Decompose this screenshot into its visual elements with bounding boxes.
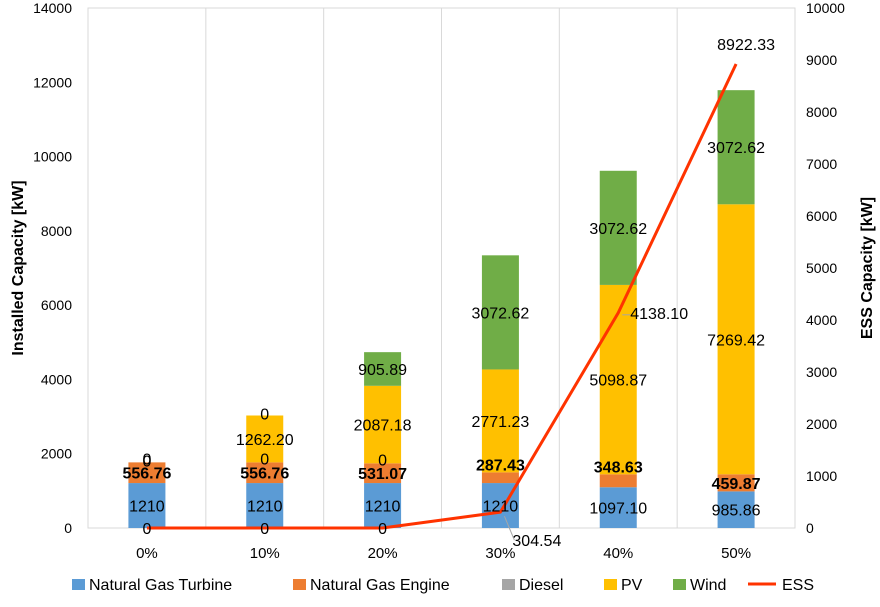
y-tick-label: 6000: [41, 297, 72, 313]
legend-label: Wind: [690, 577, 726, 594]
data-label-wind: 3072.62: [471, 305, 529, 322]
x-tick-label: 10%: [250, 545, 280, 562]
y2-axis-title: ESS Capacity [kW]: [859, 197, 876, 339]
legend-label: ESS: [782, 577, 814, 594]
data-label-pv: 5098.87: [589, 373, 647, 390]
x-tick-label: 30%: [485, 545, 515, 562]
data-label-wind: 905.89: [358, 362, 407, 379]
y2-tick-label: 3000: [806, 364, 837, 380]
y2-tick-label: 1000: [806, 468, 837, 484]
legend-label: Natural Gas Turbine: [89, 577, 232, 594]
data-label-natural-gas-turbine: 1097.10: [589, 501, 647, 518]
data-label-pv: 7269.42: [707, 332, 765, 349]
y2-tick-label: 2000: [806, 416, 837, 432]
x-tick-label: 20%: [368, 545, 398, 562]
data-label-wind: 0: [260, 406, 269, 423]
y-axis-title: Installed Capacity [kW]: [10, 180, 27, 355]
data-label-natural-gas-engine: 348.63: [594, 459, 643, 476]
y-tick-label: 2000: [41, 446, 72, 462]
data-label-natural-gas-turbine: 1210: [483, 499, 519, 516]
data-label-wind: 0: [142, 453, 151, 470]
legend-swatch-pv: [604, 579, 617, 590]
y-tick-label: 12000: [33, 74, 72, 90]
legend-swatch-wind: [673, 579, 686, 590]
legend-label: Natural Gas Engine: [310, 577, 450, 594]
data-label-diesel: 0: [260, 451, 269, 468]
y-tick-label: 10000: [33, 149, 72, 165]
y-tick-label: 14000: [33, 0, 72, 16]
data-label-natural-gas-turbine: 1210: [365, 499, 401, 516]
y2-tick-label: 5000: [806, 260, 837, 276]
legend-label: Diesel: [519, 577, 563, 594]
y2-tick-label: 7000: [806, 156, 837, 172]
legend-swatch-diesel: [502, 579, 515, 590]
data-label-natural-gas-engine: 459.87: [712, 476, 761, 493]
y2-tick-label: 0: [806, 520, 814, 536]
data-label-natural-gas-turbine: 1210: [129, 499, 165, 516]
y-tick-label: 4000: [41, 371, 72, 387]
legend-swatch-natural-gas-turbine: [72, 579, 85, 590]
data-label-natural-gas-turbine: 1210: [247, 499, 283, 516]
y-tick-label: 0: [64, 520, 72, 536]
data-label-natural-gas-turbine: 985.86: [712, 503, 761, 520]
x-tick-label: 40%: [603, 545, 633, 562]
data-label-ess: 4138.10: [630, 306, 688, 323]
data-label-pv: 2771.23: [471, 414, 529, 431]
data-label-natural-gas-engine: 287.43: [476, 457, 525, 474]
data-label-pv: 1262.20: [236, 432, 294, 449]
data-label-ess: 8922.33: [717, 37, 775, 54]
data-label-diesel: 0: [378, 452, 387, 469]
legend-label: PV: [621, 577, 643, 594]
data-label-ess: 0: [378, 521, 387, 538]
data-label-wind: 3072.62: [707, 140, 765, 157]
y2-tick-label: 10000: [806, 0, 845, 16]
legend-swatch-natural-gas-engine: [293, 579, 306, 590]
y2-tick-label: 8000: [806, 104, 837, 120]
y-tick-label: 8000: [41, 223, 72, 239]
data-label-ess: 304.54: [512, 533, 561, 550]
y2-tick-label: 9000: [806, 52, 837, 68]
data-label-ess: 0: [260, 521, 269, 538]
x-tick-label: 0%: [136, 545, 158, 562]
y2-tick-label: 6000: [806, 208, 837, 224]
data-label-pv: 2087.18: [354, 418, 412, 435]
x-tick-label: 50%: [721, 545, 751, 562]
data-label-ess: 0: [142, 521, 151, 538]
y2-tick-label: 4000: [806, 312, 837, 328]
data-label-wind: 3072.62: [589, 221, 647, 238]
